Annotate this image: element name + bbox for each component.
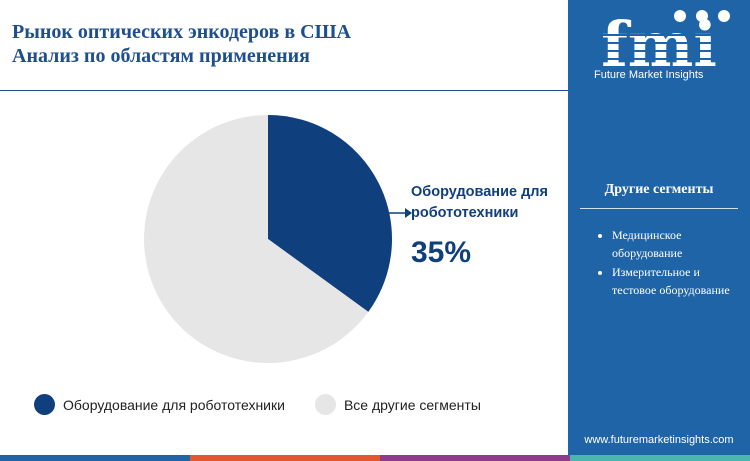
logo-text: fmi xyxy=(601,8,717,81)
globe-icon xyxy=(696,10,708,22)
logo-stripes xyxy=(584,34,734,60)
legend: Оборудование для робототехники Все други… xyxy=(34,394,511,415)
sidebar: fmi Future Market Insights Другие сегмен… xyxy=(568,0,750,455)
chart-title: Рынок оптических энкодеров в США Анализ … xyxy=(12,20,552,68)
title-divider xyxy=(0,90,568,91)
list-item: Медицинское оборудование xyxy=(612,227,732,262)
fmi-logo: fmi xyxy=(584,8,734,81)
callout-value: 35% xyxy=(411,236,471,269)
callout: Оборудование для робототехники 35% xyxy=(387,184,548,269)
legend-swatch-robotics xyxy=(34,394,55,415)
callout-arrow-icon xyxy=(405,208,412,218)
callout-label-line-1: Оборудование для xyxy=(411,184,548,200)
pie-slice-robotics xyxy=(268,115,392,312)
legend-label-robotics: Оборудование для робототехники xyxy=(63,396,285,413)
sidebar-divider xyxy=(580,208,738,209)
logo-subtitle: Future Market Insights xyxy=(594,69,704,81)
globe-icon xyxy=(718,10,730,22)
other-segments-list: Медицинское оборудование Измерительное и… xyxy=(594,227,732,301)
legend-item-robotics: Оборудование для робототехники xyxy=(34,394,285,415)
legend-swatch-other xyxy=(314,394,336,415)
legend-label-other: Все другие сегменты xyxy=(343,396,481,413)
legend-item-other: Все другие сегменты xyxy=(314,394,481,415)
footer-color-bar xyxy=(0,455,750,461)
title-line-2: Анализ по областям применения xyxy=(12,45,310,67)
pie-chart: Оборудование для робототехники 35% xyxy=(144,115,548,363)
other-segments-title: Другие сегменты xyxy=(604,182,714,197)
callout-label-line-2: робототехники xyxy=(411,205,518,221)
list-item: Измерительное и тестовое оборудование xyxy=(612,264,732,299)
title-line-1: Рынок оптических энкодеров в США xyxy=(12,21,351,43)
pie-slice-other xyxy=(144,115,369,363)
website-url[interactable]: www.futuremarketinsights.com xyxy=(584,434,734,446)
globe-icon xyxy=(674,10,686,22)
